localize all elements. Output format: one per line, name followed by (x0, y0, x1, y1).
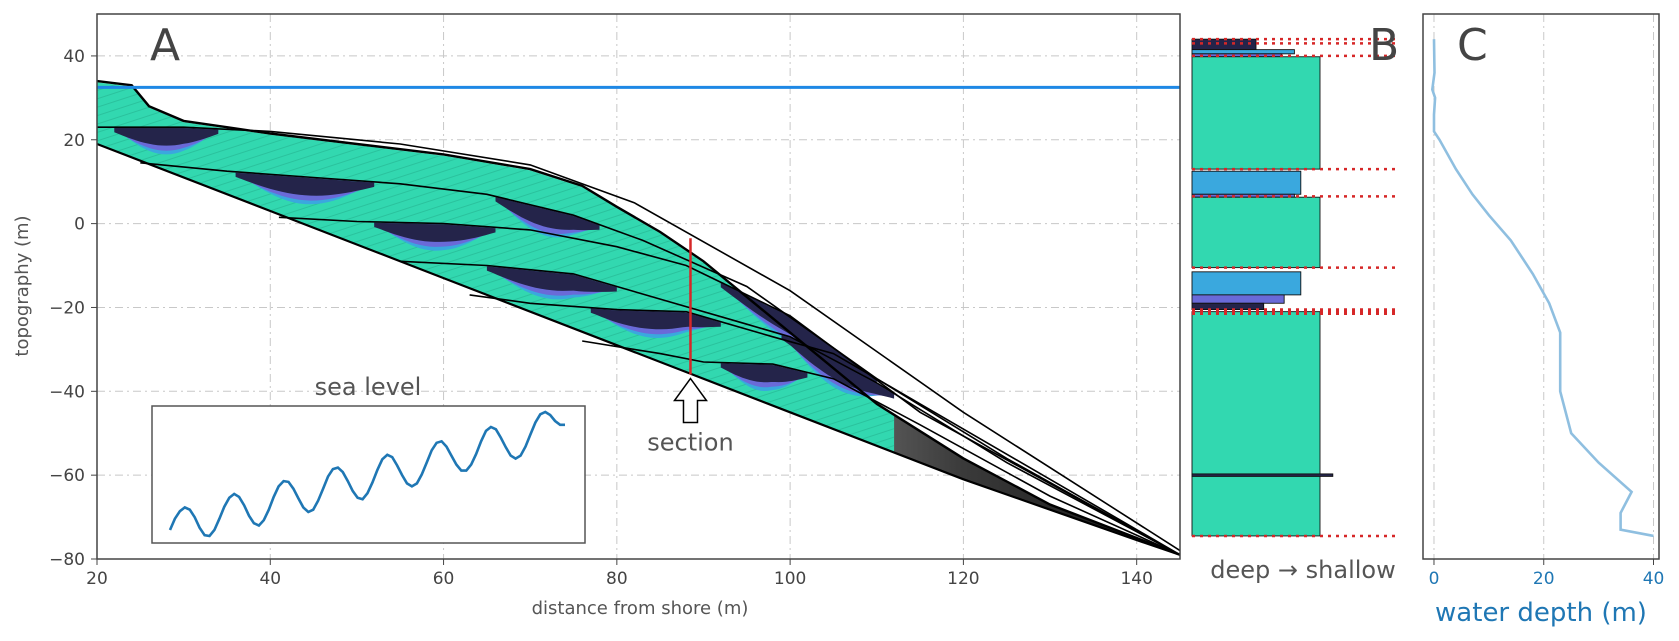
water-depth-curve (1430, 39, 1654, 538)
bed-shallow (1191, 311, 1321, 476)
panel-a-frame (96, 13, 1181, 560)
bed-deepest (1191, 302, 1265, 311)
x-axis-label-a: distance from shore (m) (532, 598, 749, 619)
bed-mid (1191, 49, 1295, 55)
bed-deep (1191, 294, 1285, 304)
top-surface (97, 79, 1180, 556)
horizon-line (140, 162, 1180, 556)
panel-c-frame (1422, 13, 1660, 560)
x-tick-label: 20 (86, 569, 108, 589)
horizon-line (400, 260, 1180, 556)
panel-letter-a: A (150, 20, 180, 71)
y-tick-label: −20 (49, 298, 85, 318)
facies-lens (495, 197, 600, 231)
horizon-line (469, 294, 1180, 556)
x-tick-label: 100 (774, 569, 806, 589)
x-tick-label-c: 0 (1429, 569, 1440, 589)
y-tick-label: 0 (74, 215, 85, 235)
x-tick-label: 120 (947, 569, 979, 589)
bed-mid (1191, 271, 1302, 296)
bed-shallow (1191, 196, 1321, 269)
axis-ticks-a: 20 40 60 80 100 120 140 −80 −60 −40 −20 0 20 40 (49, 47, 1153, 589)
surface-markers (1192, 37, 1396, 538)
y-tick-label: 40 (63, 47, 85, 67)
facies-lens (486, 266, 617, 292)
sequence-horizons (97, 126, 1180, 556)
panel-c: 0 20 40 C water depth (m) (1422, 13, 1665, 628)
facies-lens (235, 172, 375, 196)
x-tick-label: 40 (259, 569, 281, 589)
base-surface (97, 142, 1180, 556)
panel-letter-b: B (1369, 20, 1399, 71)
x-tick-label: 140 (1120, 569, 1152, 589)
facies-lens (781, 335, 895, 399)
facies-lens (590, 308, 721, 330)
axis-ticks-c: 0 20 40 (1429, 559, 1665, 589)
panel-a: 20 40 60 80 100 120 140 −80 −60 −40 −20 0 20 40 A sec… (12, 13, 1181, 619)
x-tick-label: 80 (606, 569, 628, 589)
horizon-line (278, 216, 1180, 556)
section-arrow-icon (673, 377, 708, 424)
x-axis-label-c: water depth (m) (1435, 598, 1647, 628)
grid-a (96, 14, 1180, 560)
grid-c (1433, 14, 1655, 559)
x-tick-label-c: 20 (1533, 569, 1555, 589)
sea-level-curve (168, 410, 565, 538)
facies-lens (374, 222, 496, 242)
y-tick-label: −80 (49, 550, 85, 570)
bed-shallow (1191, 56, 1321, 170)
panel-b: B deep → shallow (1191, 20, 1399, 584)
y-tick-label: −60 (49, 466, 85, 486)
facies-lens (114, 128, 219, 146)
sea-level-inset-frame (151, 405, 586, 544)
bed-shallow (1191, 475, 1321, 537)
x-tick-label-c: 40 (1643, 569, 1665, 589)
panel-letter-c: C (1457, 20, 1488, 71)
horizon-line (582, 340, 1180, 556)
y-tick-label: 20 (63, 131, 85, 151)
sea-level-inset-title: sea level (315, 373, 422, 401)
stratigraphic-column (1191, 38, 1334, 537)
horizon-line (97, 126, 1180, 552)
x-tick-label: 60 (433, 569, 455, 589)
y-axis-label-a: topography (m) (12, 215, 33, 356)
deep-facies-lenses (114, 127, 895, 399)
bed-mid (1191, 170, 1302, 195)
x-axis-label-b: deep → shallow (1210, 556, 1395, 584)
section-label: section (647, 429, 733, 457)
y-tick-label: −40 (49, 382, 85, 402)
